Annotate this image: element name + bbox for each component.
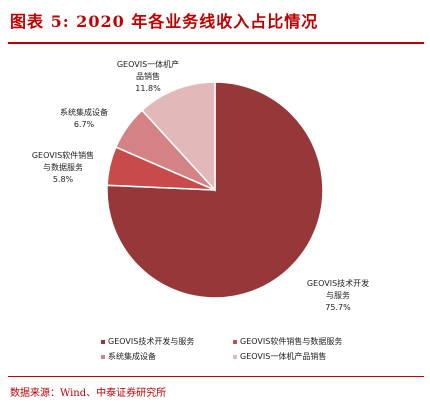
slice-label: GEOVIS技术开发与服务 75.7% [307, 278, 369, 312]
legend-label: GEOVIS一体机产品销售 [240, 351, 326, 361]
slice-label: 系统集成设备 6.7% [60, 107, 108, 129]
legend-swatch [101, 355, 105, 359]
source-rule [8, 376, 424, 377]
source-note: 数据来源：Wind、中泰证券研究所 [10, 388, 167, 399]
slice-labels: GEOVIS技术开发与服务 75.7% GEOVIS软件销售与数据服务 5.8% 系统集… [32, 59, 369, 312]
pie-slice [141, 81, 216, 192]
slice-label: GEOVIS一体机产品销售 11.8% [117, 59, 179, 93]
legend-label: GEOVIS技术开发与服务 [108, 336, 194, 346]
title-rule [8, 42, 424, 44]
legend-swatch [101, 340, 105, 344]
legend-label: 系统集成设备 [108, 351, 156, 361]
legend-swatch [233, 340, 237, 344]
figure-title: 图表 5: 2020 年各业务线收入占比情况 [10, 12, 319, 31]
legend-swatch [233, 355, 237, 359]
slice-label: GEOVIS软件销售与数据服务 5.8% [32, 150, 94, 184]
legend-label: GEOVIS软件销售与数据服务 [240, 336, 342, 346]
pie-slices [106, 81, 324, 299]
